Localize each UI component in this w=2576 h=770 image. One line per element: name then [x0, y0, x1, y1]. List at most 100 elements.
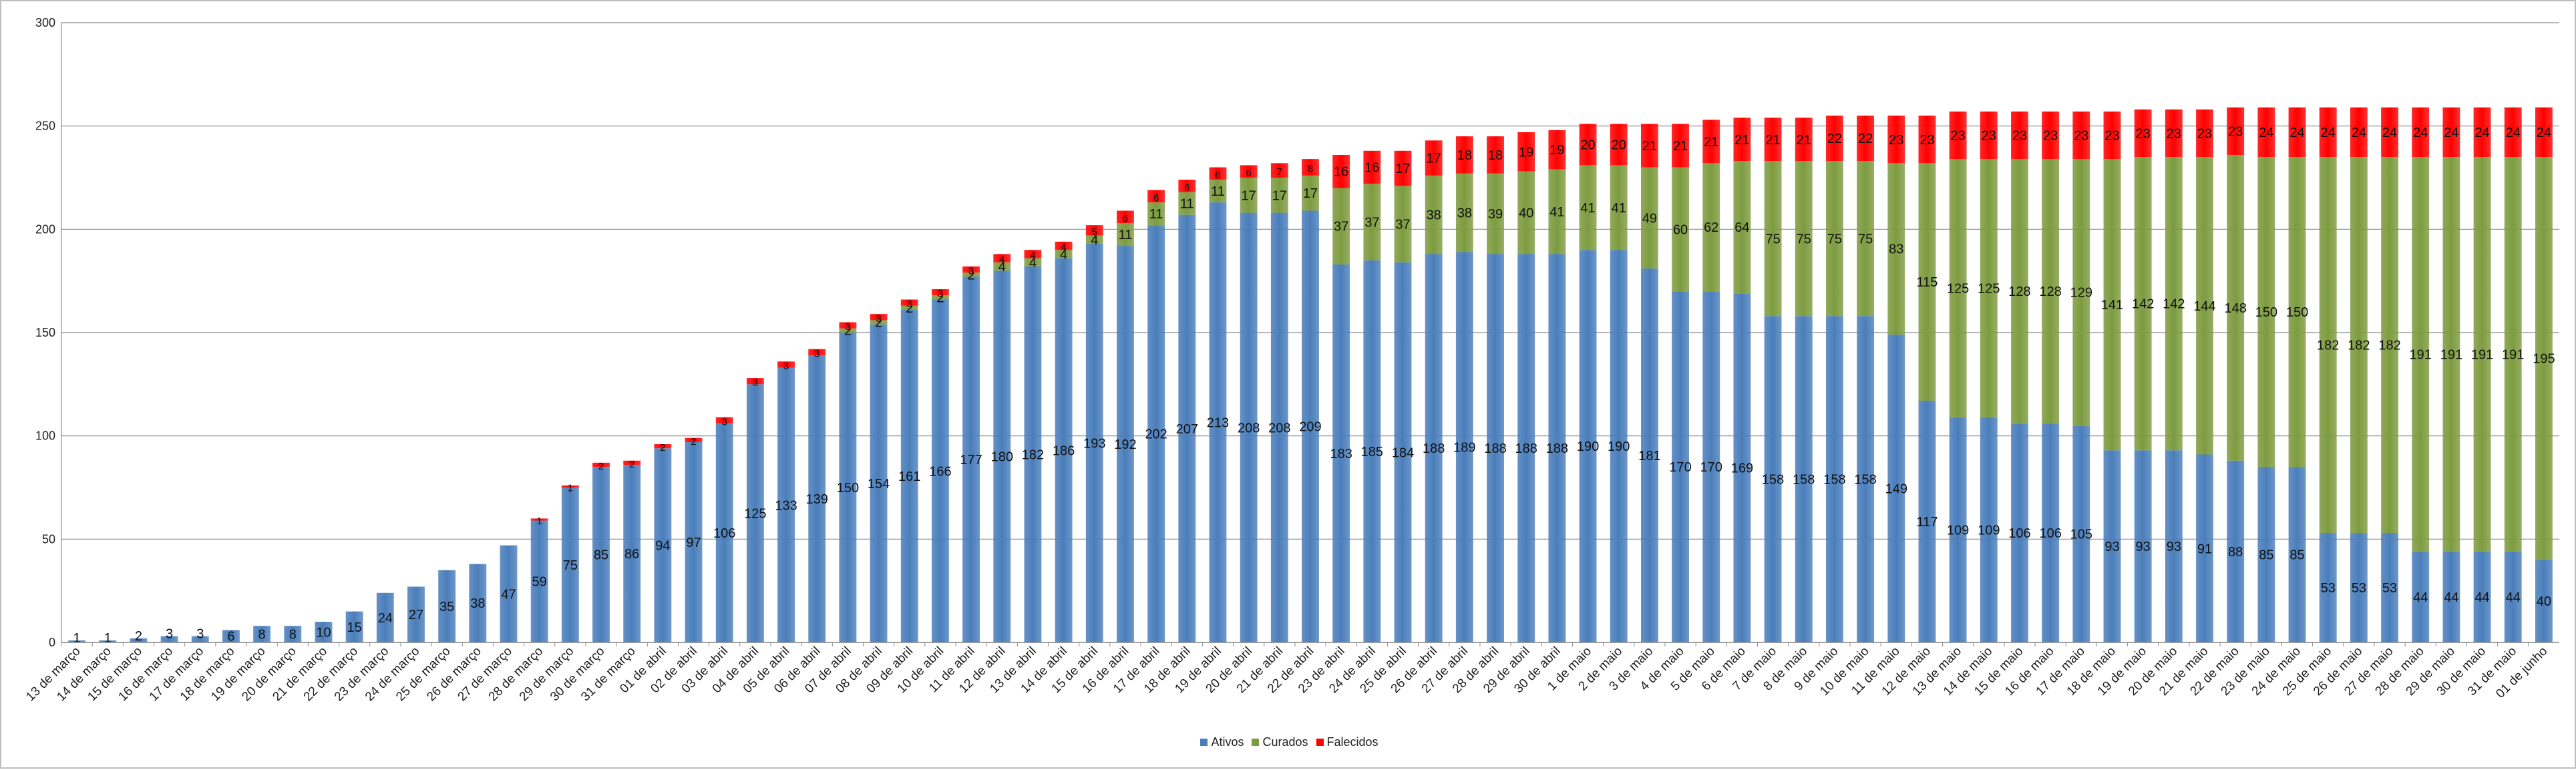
- bar-curados: [2227, 154, 2245, 461]
- bar-falecidos: [715, 417, 733, 424]
- bar-ativos: [1117, 246, 1134, 643]
- bar-ativos: [2134, 450, 2152, 642]
- data-label-curados: 129: [2070, 286, 2092, 301]
- data-label-ativos: 208: [1268, 421, 1290, 435]
- data-label-curados: 148: [2224, 301, 2246, 316]
- data-label-falecidos: 1: [568, 482, 573, 494]
- data-label-curados: 17: [1242, 188, 1256, 203]
- data-label-ativos: 208: [1238, 421, 1260, 435]
- bar-ativos: [1240, 212, 1258, 642]
- data-label-ativos: 177: [960, 453, 982, 467]
- data-label-ativos: 170: [1669, 460, 1691, 475]
- data-label-ativos: 53: [2382, 581, 2397, 596]
- bar-curados: [1085, 235, 1103, 244]
- bar-falecidos: [777, 361, 795, 368]
- data-label-ativos: 93: [2167, 540, 2181, 554]
- data-label-curados: 17: [1303, 186, 1318, 201]
- data-label-ativos: 190: [1577, 439, 1599, 454]
- bar-ativos: [2257, 467, 2275, 642]
- bar-falecidos: [1455, 136, 1473, 174]
- data-label-falecidos: 23: [2074, 129, 2088, 144]
- data-label-falecidos: 4: [999, 254, 1004, 266]
- bar-curados: [1826, 161, 1843, 317]
- data-label-ativos: 193: [1083, 436, 1105, 451]
- bar-falecidos: [1147, 190, 1165, 203]
- data-label-falecidos: 3: [907, 299, 912, 310]
- bar-ativos: [1332, 264, 1350, 642]
- data-label-ativos: 3: [166, 627, 173, 642]
- legend-swatch: [1200, 739, 1208, 747]
- bar-falecidos: [1024, 250, 1042, 258]
- data-label-falecidos: 6: [1153, 192, 1159, 204]
- data-label-falecidos: 3: [845, 321, 850, 333]
- bar-ativos: [315, 622, 333, 642]
- data-label-curados: 11: [1211, 184, 1225, 199]
- data-label-ativos: 158: [1762, 473, 1784, 488]
- data-label-ativos: 85: [594, 548, 608, 563]
- bar-curados: [1394, 186, 1412, 262]
- data-label-ativos: 85: [2259, 548, 2273, 563]
- bar-ativos: [561, 488, 579, 642]
- data-label-ativos: 8: [258, 628, 266, 642]
- data-label-curados: 11: [1119, 228, 1133, 242]
- bar-falecidos: [808, 349, 826, 356]
- data-label-curados: 191: [2410, 347, 2432, 362]
- bar-falecidos: [1980, 112, 1998, 160]
- data-label-falecidos: 23: [1982, 129, 1996, 144]
- data-label-falecidos: 24: [2352, 126, 2366, 140]
- bar-curados: [1117, 223, 1134, 246]
- data-label-ativos: 1: [104, 631, 112, 646]
- bar-ativos: [993, 270, 1011, 642]
- bar-curados: [1517, 171, 1535, 254]
- y-tick-label: 0: [49, 636, 55, 649]
- bar-ativos: [2103, 450, 2121, 642]
- bar-ativos: [777, 367, 795, 642]
- data-label-curados: 38: [1427, 208, 1441, 223]
- data-label-ativos: 38: [470, 596, 485, 611]
- data-label-ativos: 189: [1453, 441, 1475, 455]
- bar-ativos: [469, 564, 487, 642]
- legend-swatch: [1316, 739, 1324, 747]
- bar-curados: [1887, 163, 1905, 335]
- data-label-curados: 150: [2255, 305, 2277, 320]
- bar-curados: [1270, 178, 1288, 213]
- bar-ativos: [530, 520, 548, 642]
- bar-falecidos: [1363, 150, 1381, 184]
- data-label-ativos: 170: [1700, 460, 1722, 475]
- data-label-falecidos: 3: [876, 313, 881, 325]
- y-tick-label: 200: [35, 222, 55, 236]
- bar-falecidos: [1085, 225, 1103, 236]
- data-label-ativos: 75: [563, 558, 578, 573]
- data-label-curados: 38: [1457, 206, 1472, 221]
- bar-falecidos: [2227, 107, 2245, 155]
- data-label-ativos: 2: [135, 629, 142, 644]
- legend-label: Ativos: [1211, 735, 1244, 749]
- data-label-ativos: 97: [686, 536, 701, 550]
- data-label-ativos: 150: [837, 481, 859, 496]
- bar-ativos: [1024, 266, 1042, 643]
- bar-curados: [2257, 157, 2275, 467]
- bar-ativos: [2227, 460, 2245, 642]
- bar-curados: [1487, 173, 1504, 254]
- data-label-falecidos: 5: [1092, 226, 1097, 238]
- bar-ativos: [1085, 243, 1103, 642]
- data-label-falecidos: 3: [938, 288, 943, 300]
- data-label-ativos: 192: [1114, 437, 1136, 452]
- data-label-curados: 2: [875, 316, 882, 331]
- data-label-curados: 2: [968, 268, 975, 282]
- bar-curados: [1240, 178, 1258, 213]
- bar-falecidos: [2350, 107, 2368, 158]
- bar-curados: [1764, 161, 1782, 317]
- bar-falecidos: [2504, 107, 2522, 158]
- data-label-ativos: 158: [1823, 473, 1845, 488]
- data-label-falecidos: 24: [2289, 126, 2304, 140]
- data-label-curados: 11: [1180, 197, 1194, 212]
- data-label-ativos: 1: [73, 631, 81, 646]
- y-tick-label: 150: [35, 326, 55, 339]
- data-label-falecidos: 24: [2506, 126, 2521, 140]
- bar-ativos: [1055, 258, 1073, 642]
- data-label-falecidos: 3: [753, 377, 758, 389]
- legend-label: Curados: [1262, 735, 1308, 749]
- y-tick-label: 50: [42, 532, 55, 546]
